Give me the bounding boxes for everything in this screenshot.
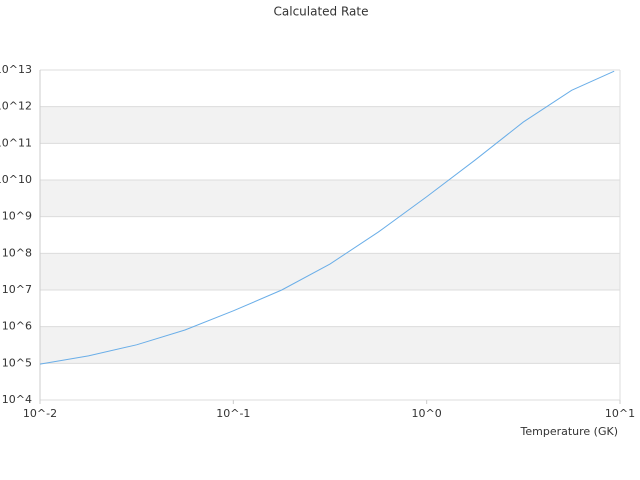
grid-band: [40, 253, 620, 290]
y-tick-label: 10^8: [2, 246, 32, 259]
y-tick-label: 10^13: [0, 63, 32, 76]
data-line: [39, 70, 615, 365]
x-tick-label: 10^-1: [216, 407, 250, 420]
y-tick-label: 10^4: [2, 393, 32, 406]
x-tick-label: 10^-2: [23, 407, 57, 420]
x-axis-label: Temperature (GK): [520, 425, 619, 438]
y-tick-label: 10^11: [0, 136, 32, 149]
y-tick-label: 10^7: [2, 283, 32, 296]
y-tick-label: 10^10: [0, 173, 32, 186]
y-tick-label: 10^6: [2, 320, 32, 333]
grid-band: [40, 106, 620, 144]
x-tick-label: 10^0: [412, 407, 442, 420]
x-tick-label: 10^1: [605, 407, 635, 420]
y-tick-label: 10^5: [2, 356, 32, 369]
y-tick-label: 10^9: [2, 210, 32, 223]
chart-title: Calculated Rate: [274, 5, 369, 19]
grid-band: [40, 180, 620, 217]
y-tick-label: 10^12: [0, 100, 32, 113]
grid-band: [40, 326, 620, 364]
